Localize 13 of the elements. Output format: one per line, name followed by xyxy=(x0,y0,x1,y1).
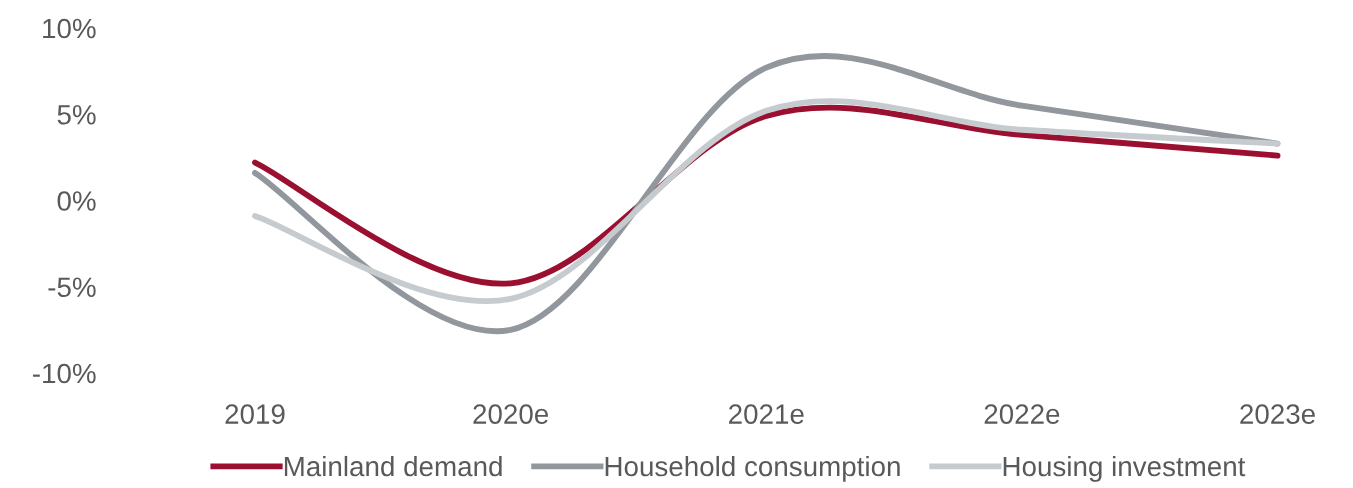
legend-label: Household consumption xyxy=(605,455,900,482)
y-tick-label: 5% xyxy=(57,105,96,125)
x-tick-label: 2019 xyxy=(225,404,285,424)
x-tick-label: 2021e xyxy=(729,404,804,424)
x-tick-label: 2020e xyxy=(473,404,549,424)
legend-label: Mainland demand xyxy=(284,455,502,477)
x-tick-label: 2023e xyxy=(1240,404,1315,424)
legend-label: Housing investment xyxy=(1003,455,1246,482)
y-tick-label: 0% xyxy=(57,191,96,211)
y-tick-label: -5% xyxy=(48,277,96,298)
x-tick-label: 2022e xyxy=(984,404,1060,424)
y-tick-label: -10% xyxy=(33,363,96,384)
y-tick-label: 10% xyxy=(43,18,96,39)
